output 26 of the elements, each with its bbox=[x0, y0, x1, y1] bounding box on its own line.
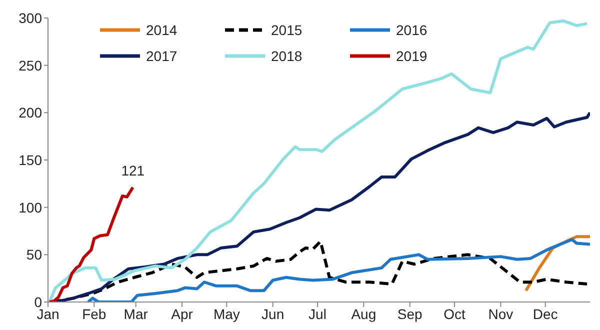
x-tick-label: Feb bbox=[82, 306, 106, 322]
x-tick-label: Apr bbox=[171, 306, 194, 322]
legend-label: 2015 bbox=[271, 22, 302, 38]
y-tick-label: 250 bbox=[18, 57, 42, 74]
line-series bbox=[48, 186, 134, 302]
x-tick-label: Jun bbox=[262, 306, 284, 322]
y-tick-label: 50 bbox=[26, 246, 42, 263]
y-tick-label: 200 bbox=[18, 104, 42, 121]
y-tick-label: 150 bbox=[18, 152, 42, 168]
line-series bbox=[54, 111, 590, 302]
legend-label: 2014 bbox=[146, 22, 178, 38]
legend-label: 2018 bbox=[271, 48, 302, 64]
x-tick-label: Sep bbox=[397, 306, 422, 322]
x-tick-label: Jul bbox=[308, 306, 326, 322]
x-tick-label: May bbox=[213, 306, 240, 322]
x-tick-label: Dec bbox=[532, 306, 558, 322]
x-tick-label: Mar bbox=[124, 306, 148, 322]
x-tick-label: Nov bbox=[488, 306, 514, 322]
legend-label: 2016 bbox=[396, 22, 428, 38]
x-tick-label: Aug bbox=[351, 306, 376, 322]
legend-label: 2019 bbox=[396, 48, 428, 64]
annotation: 121 bbox=[121, 162, 145, 178]
y-tick-label: 300 bbox=[18, 10, 42, 26]
legend-label: 2017 bbox=[146, 48, 178, 64]
x-tick-label: Oct bbox=[444, 306, 466, 322]
y-tick-label: 100 bbox=[18, 199, 42, 216]
